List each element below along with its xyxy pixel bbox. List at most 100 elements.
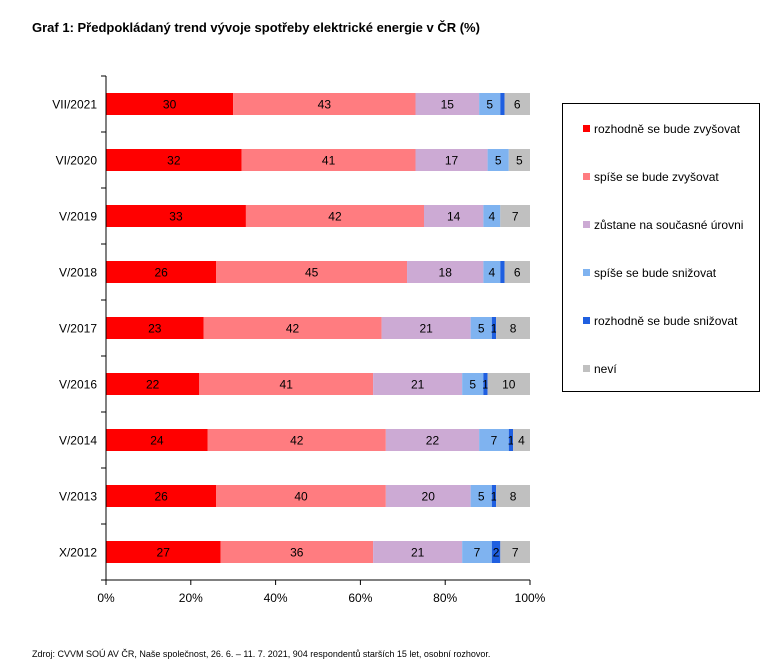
x-tick-label: 20%	[179, 591, 203, 605]
category-label: VII/2021	[52, 98, 97, 112]
data-label: 23	[148, 322, 162, 336]
bar-segment	[241, 149, 416, 171]
bar-segment	[487, 373, 530, 395]
data-label: 1	[491, 322, 498, 336]
legend-swatch	[583, 173, 590, 181]
data-label: 22	[146, 378, 160, 392]
legend-label: rozhodně se bude zvyšovat	[594, 122, 741, 136]
data-label: 42	[328, 210, 342, 224]
bar-segment	[385, 485, 471, 507]
bar-segment	[500, 261, 505, 283]
bar-segment	[216, 485, 386, 507]
bar-segment	[207, 429, 386, 451]
bar-segment	[106, 485, 217, 507]
bar-segment	[106, 317, 204, 339]
data-label: 26	[154, 490, 168, 504]
data-label: 7	[491, 434, 498, 448]
bar-segment	[483, 373, 488, 395]
data-label: 24	[150, 434, 164, 448]
category-label: V/2019	[59, 210, 97, 224]
bar-segment	[106, 373, 200, 395]
data-label: 42	[286, 322, 300, 336]
legend-item: rozhodně se bude snižovat	[583, 314, 737, 328]
legend-swatch	[583, 125, 590, 133]
bar-segment	[513, 429, 530, 451]
data-label: 41	[322, 154, 336, 168]
bar-segment	[479, 93, 501, 115]
category-label: V/2016	[59, 378, 97, 392]
bar-segment	[500, 541, 530, 563]
bar-segment	[479, 429, 509, 451]
data-label: 7	[512, 210, 519, 224]
data-label: 30	[163, 98, 177, 112]
bar-segment	[407, 261, 484, 283]
bar-segment	[233, 93, 416, 115]
legend-item: neví	[583, 362, 617, 376]
category-label: VI/2020	[56, 154, 98, 168]
bar-segment	[415, 149, 488, 171]
bar-segment	[106, 149, 242, 171]
x-tick-label: 40%	[264, 591, 288, 605]
bar-segment	[415, 93, 480, 115]
bar-segment	[462, 373, 484, 395]
data-label: 5	[516, 154, 523, 168]
data-label: 21	[419, 322, 433, 336]
data-label: 5	[478, 490, 485, 504]
bar-segment	[496, 485, 530, 507]
bar-segment	[216, 261, 408, 283]
bar-segment	[106, 541, 221, 563]
data-label: 14	[447, 210, 461, 224]
bar-segment	[106, 205, 246, 227]
legend-label: zůstane na současné úrovni	[594, 218, 744, 232]
bar-segment	[508, 149, 530, 171]
bar-segment	[106, 93, 234, 115]
category-label: V/2013	[59, 490, 97, 504]
data-label: 6	[514, 98, 521, 112]
bar-segment	[373, 541, 463, 563]
bar-segment	[504, 261, 530, 283]
legend-label: spíše se bude zvyšovat	[594, 170, 719, 184]
bar-segment	[496, 317, 530, 339]
category-label: V/2017	[59, 322, 97, 336]
data-label: 6	[514, 266, 521, 280]
data-label: 21	[411, 378, 425, 392]
legend-item: rozhodně se bude zvyšovat	[583, 122, 740, 136]
legend-swatch	[583, 317, 590, 325]
data-label: 41	[280, 378, 294, 392]
x-tick-label: 80%	[433, 591, 457, 605]
bar-segment	[199, 373, 374, 395]
x-tick-label: 100%	[515, 591, 546, 605]
data-label: 1	[482, 378, 489, 392]
data-label: 5	[469, 378, 476, 392]
legend-item: zůstane na současné úrovni	[583, 218, 743, 232]
data-label: 45	[305, 266, 319, 280]
data-label: 27	[157, 546, 171, 560]
bar-segment	[470, 317, 492, 339]
data-label: 4	[518, 434, 525, 448]
bar-segment	[462, 541, 492, 563]
data-label: 5	[495, 154, 502, 168]
chart-title: Graf 1: Předpokládaný trend vývoje spotř…	[32, 20, 480, 35]
legend-label: spíše se bude snižovat	[594, 266, 717, 280]
category-label: V/2014	[59, 434, 97, 448]
data-label: 15	[441, 98, 455, 112]
bar-segment	[381, 317, 471, 339]
data-label: 20	[422, 490, 436, 504]
legend-label: rozhodně se bude snižovat	[594, 314, 738, 328]
data-label: 1	[491, 490, 498, 504]
legend-swatch	[583, 365, 590, 373]
data-label: 40	[294, 490, 308, 504]
bar-segment	[487, 149, 509, 171]
bar-segment	[491, 485, 497, 507]
category-label: V/2018	[59, 266, 97, 280]
bar-segment	[483, 261, 501, 283]
legend: rozhodně se bude zvyšovat spíše se bude z…	[562, 103, 760, 392]
bar-segment	[220, 541, 374, 563]
data-label: 21	[411, 546, 425, 560]
data-label: 43	[318, 98, 332, 112]
data-label: 42	[290, 434, 304, 448]
x-tick-label: 60%	[348, 591, 372, 605]
data-label: 18	[439, 266, 453, 280]
data-label: 4	[488, 210, 495, 224]
